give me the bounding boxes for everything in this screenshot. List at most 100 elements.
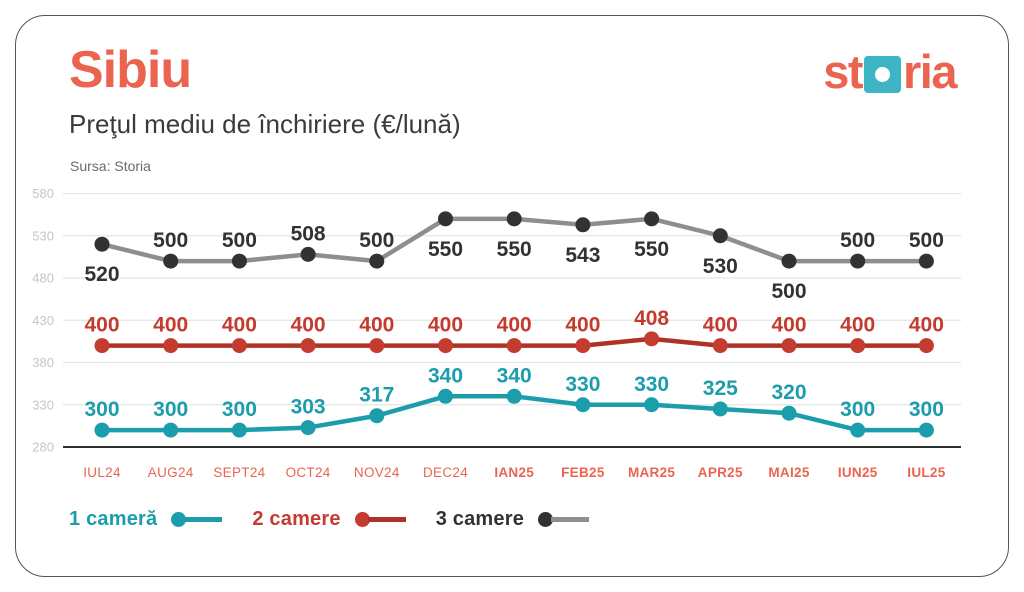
legend-line-icon (367, 517, 406, 522)
series-3-camere: 520 500 500 508 500 550 550 543 550 530 500 500 500 (84, 211, 944, 303)
chart-subtitle: Preţul mediu de închiriere (€/lună) (69, 109, 461, 139)
legend-label: 2 camere (252, 508, 341, 530)
y-tick-label: 380 (32, 355, 54, 370)
data-point (369, 338, 385, 354)
chart-svg: 580 530 480 430 380 330 280 IUL24 AUG24 SEPT24 OCT… (32, 186, 961, 480)
legend-line-icon (551, 517, 590, 522)
data-point (918, 338, 934, 354)
data-label: 340 (497, 364, 532, 387)
data-label: 400 (153, 314, 188, 337)
data-point (163, 338, 179, 354)
legend-marker-icon (171, 512, 223, 527)
data-label: 508 (291, 222, 326, 245)
data-label: 543 (565, 244, 600, 267)
x-tick-label: IAN25 (494, 465, 534, 480)
data-point (781, 338, 797, 354)
logo-text-left: st (823, 45, 863, 98)
data-label: 400 (703, 314, 738, 337)
y-tick-label: 280 (32, 440, 54, 455)
legend-dot-icon (538, 512, 554, 527)
data-label: 400 (291, 314, 326, 337)
series-1-camera: 300 300 300 303 317 340 340 330 330 325 320 300 300 (84, 364, 944, 438)
data-label: 550 (634, 238, 669, 261)
data-point (438, 211, 453, 227)
x-tick-label: IUL24 (83, 465, 121, 480)
legend-item-1-camera: 1 cameră (69, 508, 223, 531)
data-point (438, 388, 453, 404)
data-label: 550 (497, 238, 532, 261)
legend-line-icon (184, 517, 223, 522)
data-label: 330 (565, 373, 600, 396)
storia-logo: st ria (823, 44, 958, 99)
data-point (506, 338, 522, 354)
x-tick-label: MAR25 (628, 465, 675, 480)
data-label: 303 (291, 396, 326, 419)
data-point (850, 422, 866, 438)
x-tick-label: IUL25 (907, 465, 945, 480)
data-label: 408 (634, 307, 669, 330)
data-point (163, 422, 179, 438)
data-point (94, 422, 110, 438)
data-point (300, 246, 316, 262)
legend-dot-icon (171, 512, 187, 527)
data-label: 500 (153, 229, 188, 252)
source-label: Sursa: Storia (70, 158, 151, 174)
data-point (712, 228, 728, 244)
y-axis: 580 530 480 430 380 330 280 (32, 186, 961, 455)
data-label: 500 (359, 229, 394, 252)
data-point (231, 253, 247, 269)
data-point (918, 422, 934, 438)
legend-item-3-camere: 3 camere (435, 508, 590, 531)
data-point (300, 338, 316, 354)
data-label: 500 (840, 229, 875, 252)
data-point (644, 211, 660, 227)
data-label: 300 (153, 398, 188, 421)
data-label: 300 (909, 398, 944, 421)
y-tick-label: 580 (32, 186, 54, 201)
chart-legend: 1 cameră 2 camere 3 camere (69, 508, 590, 531)
data-point (94, 338, 110, 354)
data-point (712, 401, 728, 417)
x-tick-label: DEC24 (423, 465, 468, 480)
data-point (369, 408, 385, 424)
data-point (850, 253, 866, 269)
data-label: 500 (222, 229, 257, 252)
x-tick-label: IUN25 (838, 465, 878, 480)
data-point (712, 338, 728, 354)
legend-label: 3 camere (435, 508, 525, 530)
data-label: 520 (84, 263, 119, 286)
data-point (506, 388, 522, 404)
data-label: 330 (634, 373, 669, 396)
data-label: 340 (428, 364, 463, 387)
x-tick-label: MAI25 (768, 465, 809, 480)
data-label: 400 (84, 314, 119, 337)
data-label: 400 (359, 314, 394, 337)
legend-marker-icon (538, 512, 590, 527)
x-tick-label: SEPT24 (213, 465, 265, 480)
data-label: 530 (703, 255, 738, 278)
data-point (644, 397, 660, 413)
data-label: 400 (909, 314, 944, 337)
x-tick-label: APR25 (698, 465, 743, 480)
data-point (231, 422, 247, 438)
data-point (644, 331, 660, 347)
data-point (369, 253, 385, 269)
data-label: 300 (222, 398, 257, 421)
legend-marker-icon (354, 512, 406, 527)
logo-dot-icon (875, 67, 890, 82)
y-tick-label: 430 (32, 313, 54, 328)
logo-text-right: ria (903, 45, 958, 98)
y-tick-label: 530 (32, 228, 54, 243)
y-tick-label: 480 (32, 271, 54, 286)
data-label: 400 (565, 314, 600, 337)
data-label: 550 (428, 238, 463, 261)
data-label: 400 (771, 314, 806, 337)
legend-dot-icon (354, 512, 370, 527)
data-label: 400 (497, 314, 532, 337)
data-point (575, 217, 591, 233)
data-label: 300 (84, 398, 119, 421)
data-point (781, 253, 797, 269)
y-tick-label: 330 (32, 397, 54, 412)
data-point (94, 236, 110, 252)
data-point (575, 397, 591, 413)
